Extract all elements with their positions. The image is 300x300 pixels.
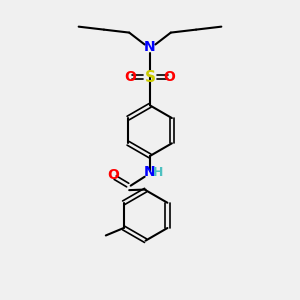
Text: N: N (144, 40, 156, 55)
Text: O: O (107, 168, 119, 182)
Text: S: S (145, 70, 155, 85)
Text: N: N (144, 165, 156, 179)
Text: O: O (164, 70, 175, 84)
Text: H: H (153, 166, 164, 179)
Text: O: O (125, 70, 136, 84)
